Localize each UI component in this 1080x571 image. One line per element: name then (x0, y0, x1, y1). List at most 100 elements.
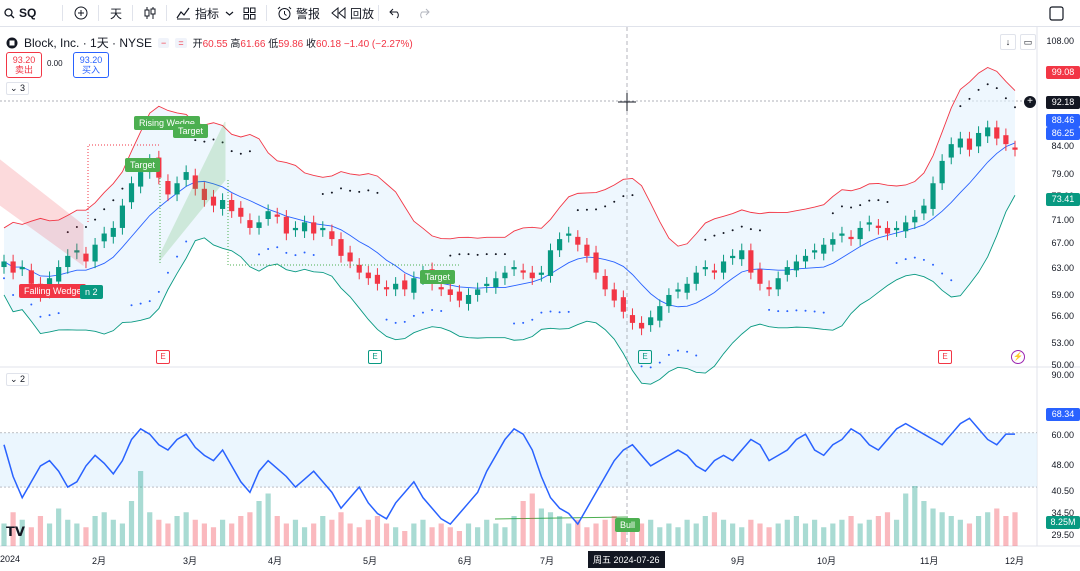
falling-wedge-cut-label[interactable]: n 2 (80, 285, 103, 299)
parabolic-sar-dot (713, 234, 716, 237)
bull-label[interactable]: Bull (615, 518, 641, 532)
candle-body (985, 127, 991, 137)
upper-band-price-tag: 99.08 (1046, 66, 1080, 79)
candle-body (884, 227, 891, 234)
buy-button[interactable]: 93.20 买入 (73, 52, 109, 78)
divider (132, 5, 133, 21)
parabolic-sar-dot (66, 231, 69, 234)
volume-bar (338, 512, 344, 546)
maximize-pane-icon[interactable]: ▭ (1020, 34, 1036, 50)
target-label-3[interactable]: Target (420, 270, 456, 284)
add-alert-plus-icon[interactable]: + (1024, 96, 1036, 108)
bollinger-basis-line (3, 142, 1016, 308)
parabolic-sar-dot (1014, 106, 1016, 109)
parabolic-sar-dot (804, 309, 807, 312)
parabolic-sar-dot (768, 308, 771, 311)
falling-wedge-shape (0, 159, 84, 266)
volume-bar (210, 527, 217, 546)
earnings-event-icon[interactable]: E (156, 350, 170, 364)
time-tick-label: 11月 (920, 556, 939, 566)
osc-tick-label: 90.00 (1051, 370, 1074, 380)
redo-icon (417, 8, 430, 19)
parabolic-sar-dot (558, 311, 561, 314)
symbol-search[interactable]: SQ (4, 0, 36, 26)
volume-bar (238, 516, 244, 546)
candle-body (56, 267, 62, 282)
add-symbol-button[interactable] (74, 0, 88, 26)
pane2-collapse[interactable]: ⌄ 2 (6, 373, 30, 386)
replay-button[interactable]: 回放 (331, 0, 374, 26)
divider (266, 5, 267, 21)
volume-bar (857, 523, 863, 546)
volume-bar (839, 519, 845, 546)
volume-bar (174, 516, 180, 546)
parabolic-sar-dot (585, 208, 588, 211)
target-label-1[interactable]: Target (173, 124, 209, 138)
candle-body (1003, 135, 1009, 145)
candle-body (766, 287, 772, 290)
target-label-2[interactable]: Target (125, 158, 161, 172)
plus-circle-icon (74, 6, 88, 20)
parabolic-sar-dot (886, 200, 889, 203)
indicators-label: 指标 (195, 6, 220, 21)
candle-body (210, 196, 217, 206)
layouts-button[interactable] (243, 0, 256, 26)
volume-bar (247, 512, 253, 546)
earnings-event-icon[interactable]: E (368, 350, 382, 364)
legend-compare-icon[interactable]: = (175, 37, 187, 48)
volume-bar (393, 527, 399, 546)
parabolic-sar-dot (330, 191, 333, 194)
chart-type-button[interactable] (143, 0, 157, 26)
scroll-down-icon[interactable]: ↓ (1000, 34, 1016, 50)
volume-bar (475, 527, 481, 546)
volume-bar (429, 527, 435, 546)
parabolic-sar-dot (485, 253, 488, 256)
parabolic-sar-dot (321, 193, 324, 196)
candle-body (138, 172, 144, 187)
price-tick-label: 79.00 (1051, 169, 1074, 179)
candle-body (629, 315, 636, 323)
volume-bar (320, 516, 326, 546)
dividend-flash-icon[interactable]: ⚡ (1011, 350, 1025, 364)
interval-button[interactable]: 天 (110, 0, 122, 26)
candle-body (702, 267, 708, 270)
sell-button[interactable]: 93.20 卖出 (6, 52, 42, 78)
earnings-event-icon[interactable]: E (638, 350, 652, 364)
volume-bar (720, 519, 727, 546)
candle-body (994, 127, 1000, 139)
volume-bar (538, 508, 544, 546)
indicators-collapse[interactable]: ⌄ 3 (6, 82, 30, 95)
parabolic-sar-dot (294, 254, 297, 257)
volume-bar (629, 527, 636, 546)
parabolic-sar-dot (84, 225, 87, 228)
legend-eq-icon[interactable]: − (158, 37, 170, 48)
parabolic-sar-dot (376, 191, 379, 194)
parabolic-sar-dot (285, 251, 288, 254)
alert-button[interactable]: 警报 (277, 0, 320, 26)
candle-body (866, 222, 872, 225)
parabolic-sar-dot (449, 254, 452, 257)
parabolic-sar-dot (1004, 97, 1007, 100)
divider (62, 5, 63, 21)
indicators-button[interactable]: 指标 (176, 0, 219, 26)
parabolic-sar-dot (777, 310, 780, 313)
parabolic-sar-dot (458, 253, 461, 256)
falling-wedge-label[interactable]: Falling Wedge (19, 284, 87, 298)
volume-bar (730, 523, 736, 546)
tradingview-logo[interactable]: 𝗧𝗩 (6, 524, 25, 539)
fullscreen-button[interactable] (1049, 0, 1064, 26)
volume-bar (156, 519, 162, 546)
candle-body (301, 222, 308, 232)
volume-bar (848, 516, 854, 546)
redo-button[interactable] (417, 0, 430, 26)
parabolic-sar-dot (112, 199, 115, 202)
indicators-dropdown[interactable] (225, 0, 234, 26)
square-icon (1049, 5, 1064, 21)
volume-bar (101, 512, 107, 546)
chart-canvas[interactable] (0, 27, 1080, 571)
parabolic-sar-dot (613, 200, 616, 203)
candle-body (930, 183, 936, 209)
undo-button[interactable] (389, 0, 402, 26)
volume-bar (675, 527, 681, 546)
earnings-event-icon[interactable]: E (938, 350, 952, 364)
